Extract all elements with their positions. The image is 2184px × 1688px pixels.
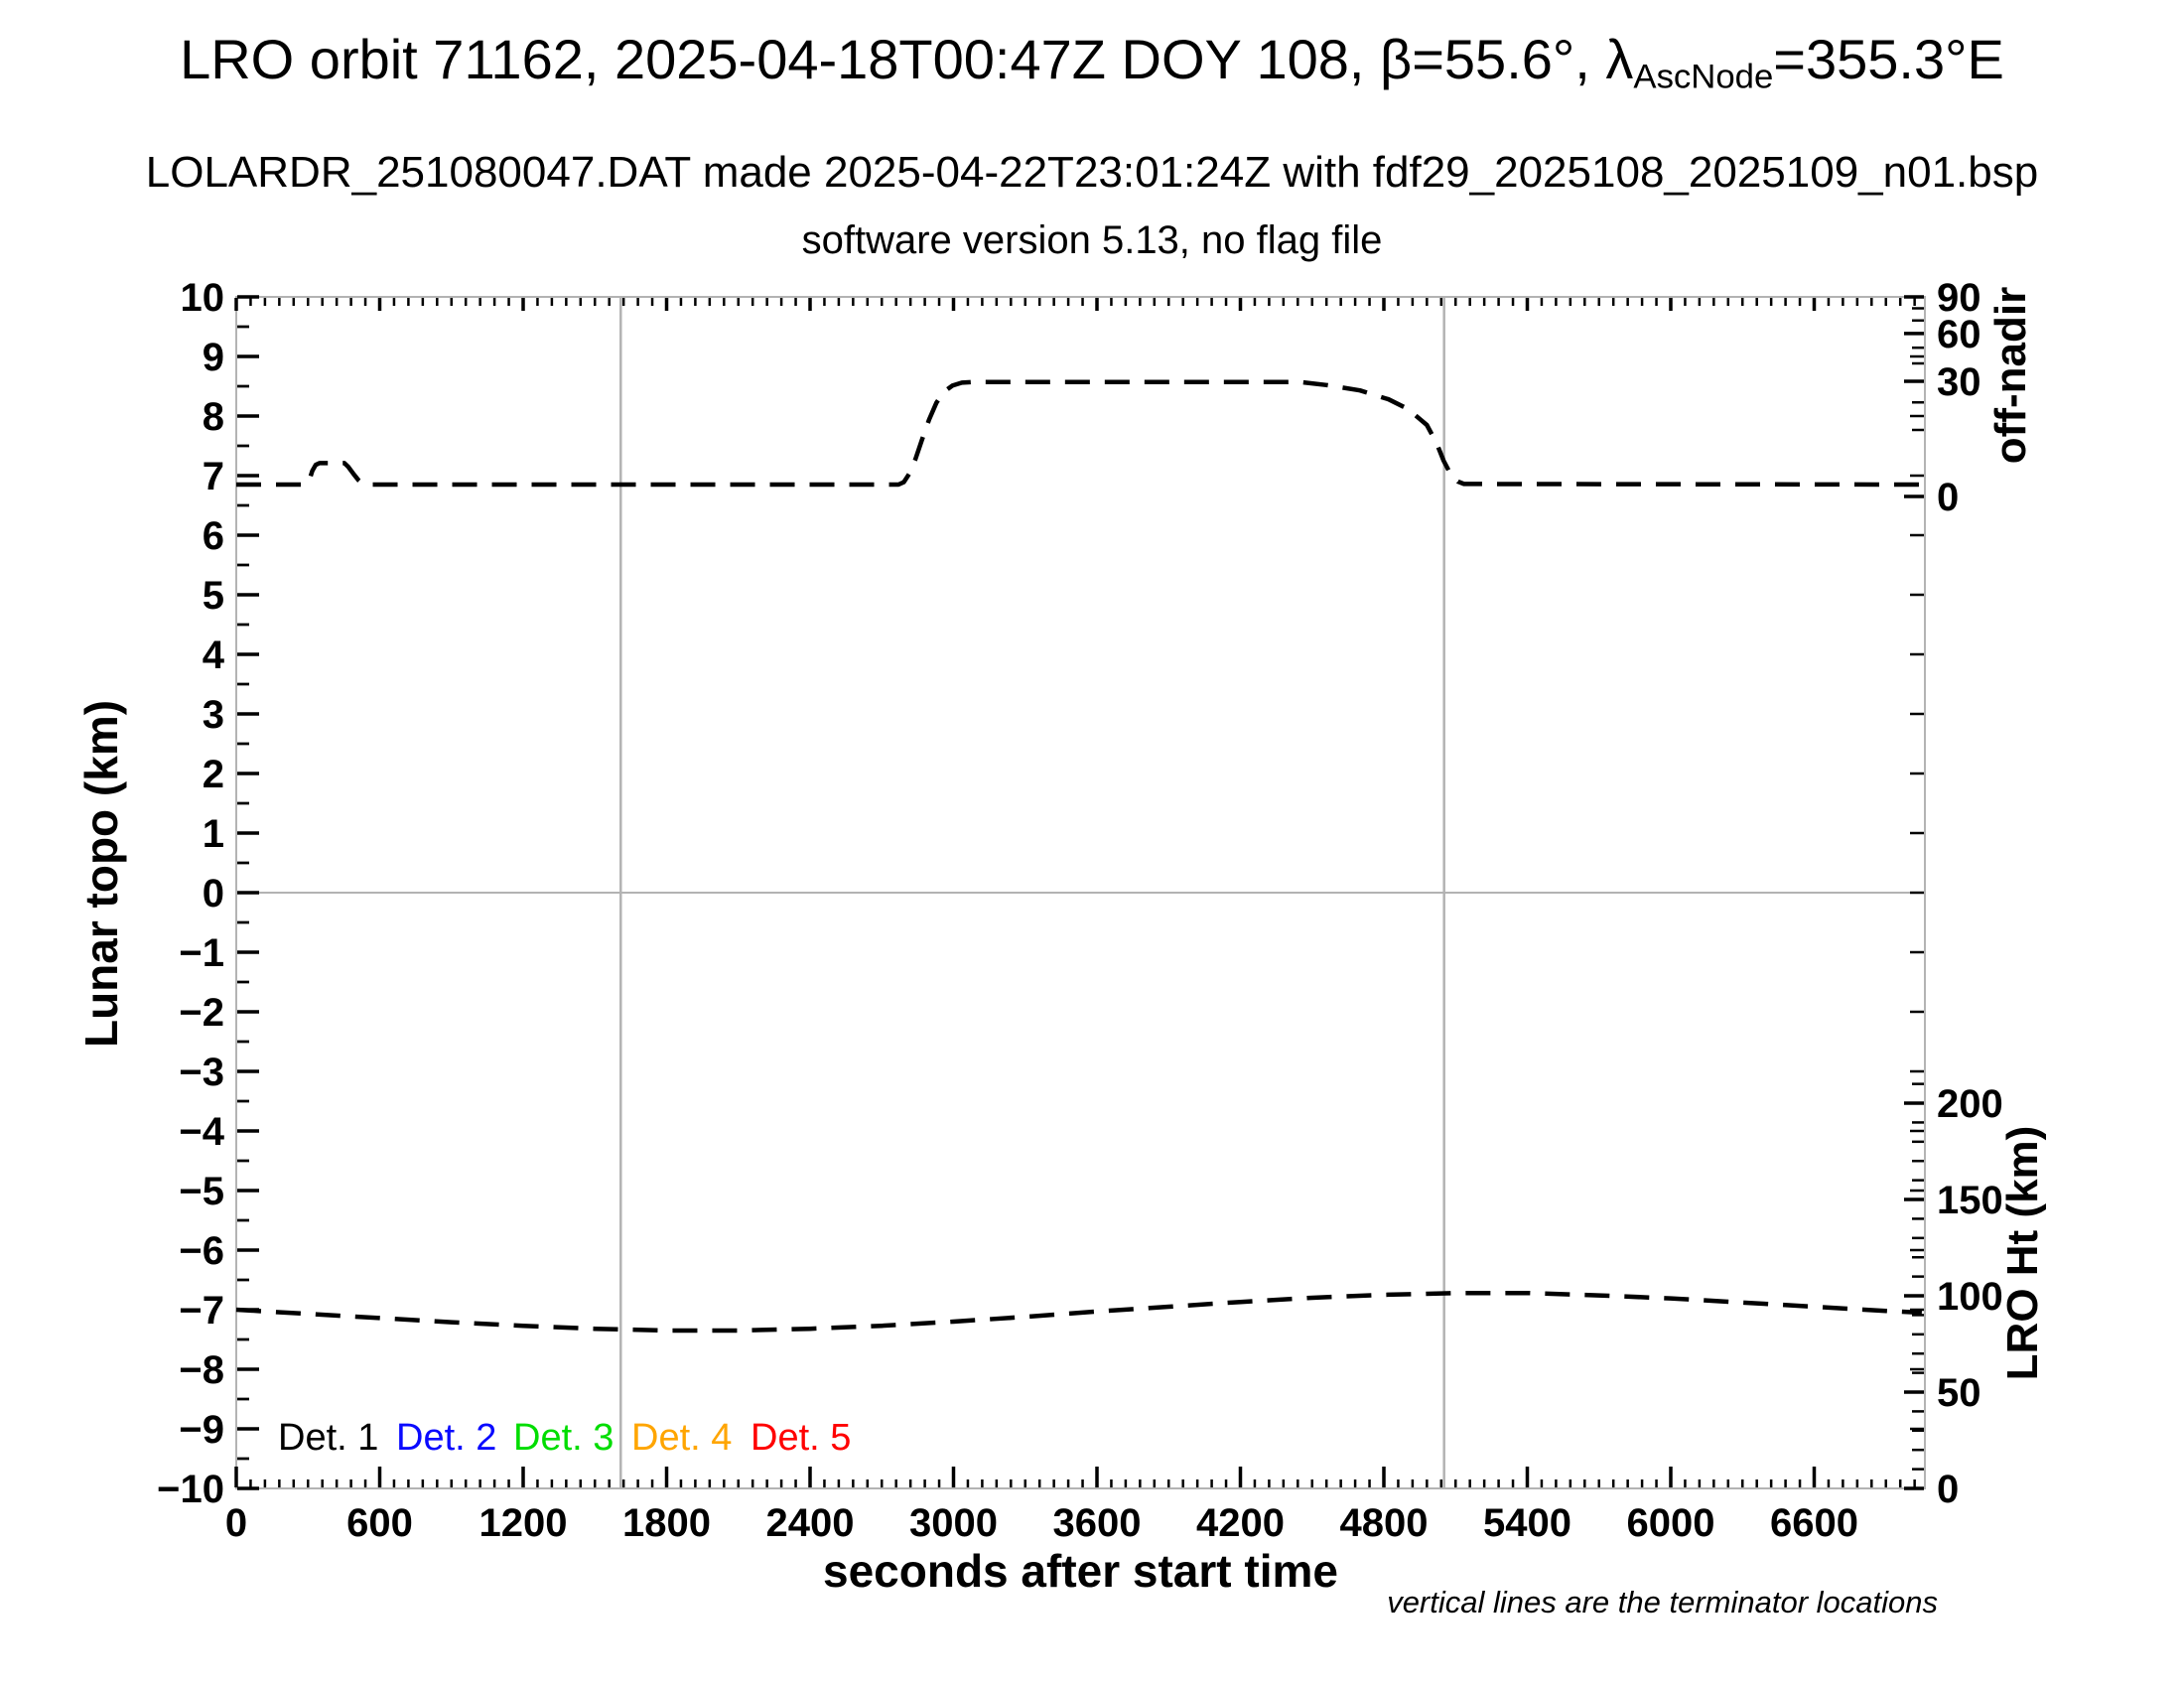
left-axis-tick-label: 0 <box>203 872 224 915</box>
off-nadir-curve <box>236 379 1922 488</box>
left-axis-tick-label: 6 <box>203 514 224 558</box>
x-axis-tick-label: 1800 <box>622 1501 711 1545</box>
x-axis-tick-label: 6000 <box>1627 1501 1715 1545</box>
height-tick-label: 200 <box>1937 1082 2003 1126</box>
x-axis: 0 600 1200 1800 2400 3000 3600 4200 4800 5400 6000… <box>225 298 1916 1545</box>
legend-det-5: Det. 5 <box>751 1417 851 1459</box>
left-axis-tick-label: 1 <box>203 812 224 856</box>
left-axis-tick-label: 5 <box>203 574 224 618</box>
plot-subtitle-file: LOLARDR_251080047.DAT made 2025-04-22T23… <box>145 148 2039 197</box>
offnadir-tick-label: 30 <box>1937 360 1981 404</box>
left-axis-tick-label: −1 <box>179 931 224 975</box>
plot-title-tail: =355.3°E <box>1773 28 2004 90</box>
left-axis-title: Lunar topo (km) <box>75 700 127 1048</box>
lro-height-axis: 200 150 100 50 0 <box>1904 1082 2003 1511</box>
x-axis-tick-label: 3600 <box>1053 1501 1142 1545</box>
x-axis-tick-label: 600 <box>346 1501 413 1545</box>
left-axis-tick-label: 10 <box>181 276 225 320</box>
left-axis-tick-label: −6 <box>179 1229 224 1273</box>
height-tick-label: 0 <box>1937 1468 1959 1511</box>
offnadir-axis-title: off-nadir <box>1986 287 2035 464</box>
offnadir-tick-label: 60 <box>1937 313 1981 356</box>
x-axis-tick-label: 6600 <box>1770 1501 1858 1545</box>
left-axis-tick-label: 2 <box>203 753 224 796</box>
legend-det-1: Det. 1 <box>278 1417 378 1459</box>
left-axis-tick-label: −7 <box>179 1289 224 1333</box>
left-axis-tick-label: −8 <box>179 1348 224 1392</box>
plot-title: LRO orbit 71162, 2025-04-18T00:47Z DOY 1… <box>0 26 2184 98</box>
x-axis-tick-label: 0 <box>225 1501 247 1545</box>
left-axis-tick-label: 9 <box>203 336 224 379</box>
left-axis-tick-label: −3 <box>179 1051 224 1094</box>
x-axis-title: seconds after start time <box>823 1545 1338 1597</box>
x-axis-tick-label: 1200 <box>479 1501 568 1545</box>
x-axis-tick-label: 5400 <box>1483 1501 1571 1545</box>
legend-det-3: Det. 3 <box>513 1417 614 1459</box>
plot-subtitle-version: software version 5.13, no flag file <box>801 218 1383 262</box>
left-axis-tick-label: −4 <box>179 1110 224 1154</box>
terminator-footnote: vertical lines are the terminator locati… <box>1387 1585 1938 1619</box>
left-axis-tick-label: 7 <box>203 455 224 498</box>
plot-title-subscript: AscNode <box>1633 58 1774 96</box>
left-axis-tick-label: 8 <box>203 395 224 439</box>
left-axis-tick-label: −9 <box>179 1408 224 1452</box>
left-axis-tick-label: −10 <box>157 1468 224 1511</box>
x-axis-tick-label: 3000 <box>909 1501 998 1545</box>
left-axis-tick-label: −2 <box>179 991 224 1035</box>
x-axis-tick-label: 2400 <box>766 1501 855 1545</box>
height-tick-label: 100 <box>1937 1275 2003 1319</box>
left-axis-tick-label: 3 <box>203 693 224 737</box>
legend-det-2: Det. 2 <box>396 1417 496 1459</box>
lro-height-curve <box>235 1290 1923 1334</box>
height-tick-label: 150 <box>1937 1179 2003 1222</box>
x-axis-tick-label: 4800 <box>1340 1501 1429 1545</box>
terminator-lines <box>619 297 1445 1488</box>
lro-height-axis-title: LRO Ht (km) <box>1998 1126 2047 1381</box>
axis-titles: Lunar topo (km) off-nadir LRO Ht (km) secon… <box>75 287 2047 1619</box>
left-axis-tick-label: −5 <box>179 1170 224 1213</box>
offnadir-tick-label: 90 <box>1937 276 1981 320</box>
detector-legend: Det. 1 Det. 2 Det. 3 Det. 4 Det. 5 <box>278 1417 851 1459</box>
offnadir-tick-label: 0 <box>1937 476 1959 519</box>
left-axis-tick-label: 4 <box>203 633 225 677</box>
plot-title-main: LRO orbit 71162, 2025-04-18T00:47Z DOY 1… <box>180 28 1634 90</box>
x-axis-tick-label: 4200 <box>1196 1501 1285 1545</box>
height-tick-label: 50 <box>1937 1371 1981 1415</box>
legend-det-4: Det. 4 <box>631 1417 732 1459</box>
